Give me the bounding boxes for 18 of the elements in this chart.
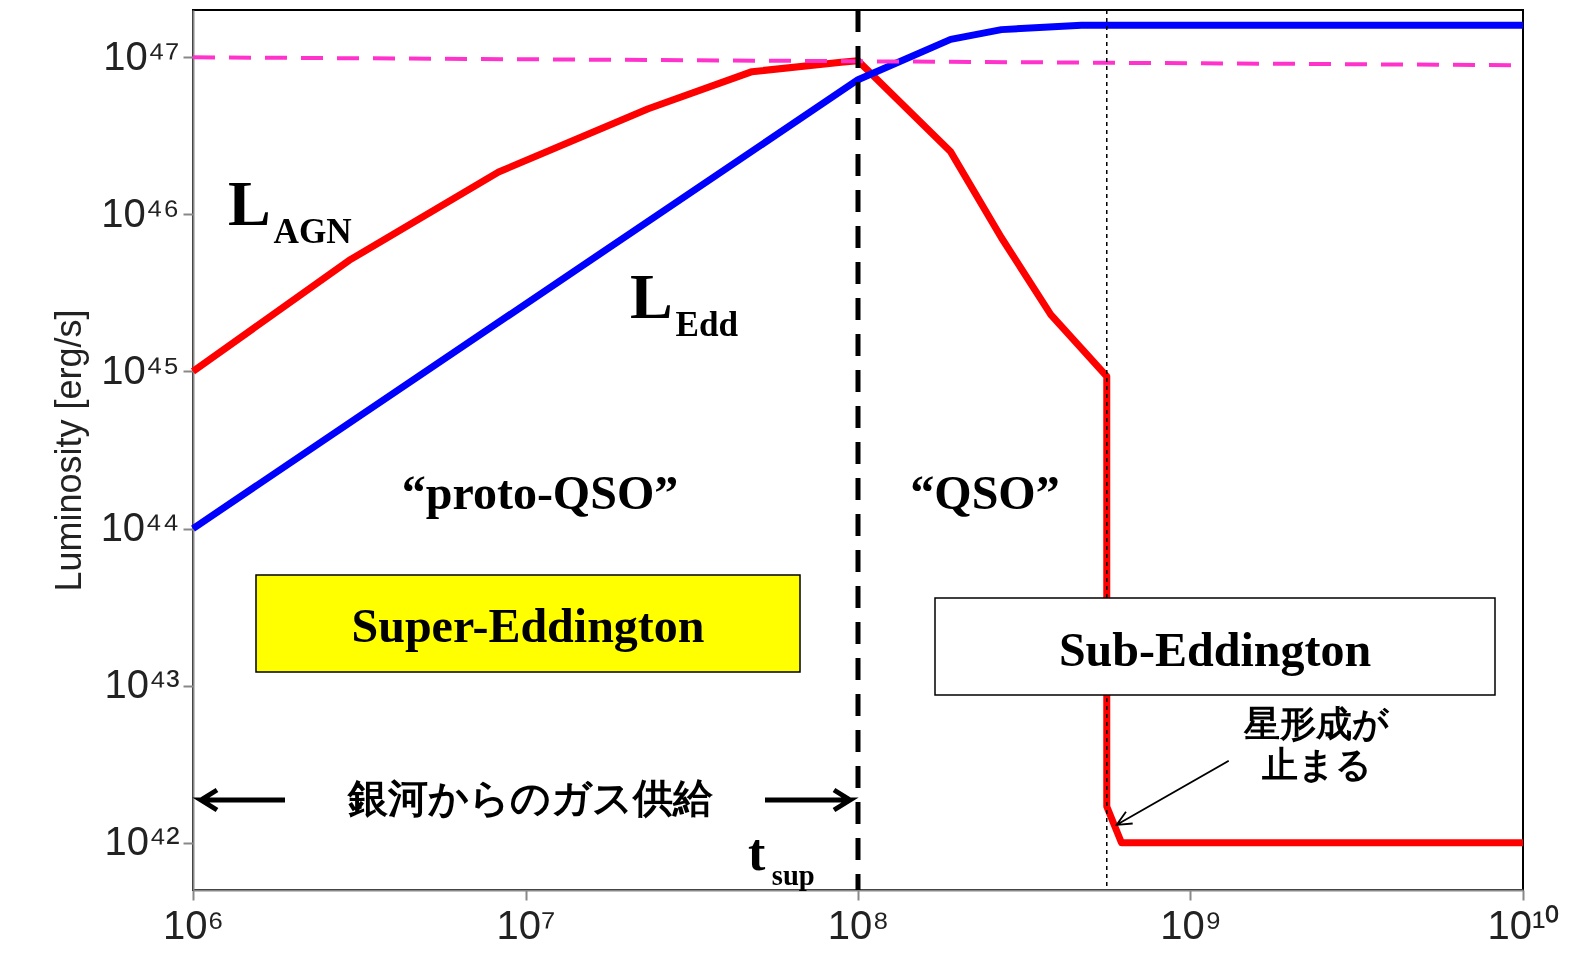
y-tick-label: 10⁴⁶	[101, 190, 180, 235]
annotation: Sub-Eddington	[1058, 623, 1372, 676]
y-tick-label: 10⁴⁷	[103, 33, 180, 78]
y-tick-label: 10⁴⁵	[101, 347, 180, 392]
annotation: “QSO”	[910, 466, 1060, 519]
annotation: Super-Eddington	[351, 599, 705, 652]
y-tick-label: 10⁴²	[104, 819, 180, 864]
x-tick-label: 10⁸	[827, 902, 890, 947]
x-tick-label: 10⁷	[496, 902, 556, 947]
annotation: 星形成が止まる	[1243, 702, 1391, 786]
y-axis-title: Luminosity [erg/s]	[47, 309, 89, 592]
annotation: “proto-QSO”	[401, 466, 679, 519]
y-tick-label: 10⁴⁴	[100, 505, 180, 550]
annotation: 銀河からのガス供給	[346, 775, 714, 821]
x-tick-label: 10⁹	[1160, 902, 1222, 947]
x-tick-label: 10⁶	[163, 902, 224, 947]
x-tick-label: 10¹⁰	[1487, 902, 1560, 947]
y-tick-label: 10⁴³	[104, 662, 180, 707]
